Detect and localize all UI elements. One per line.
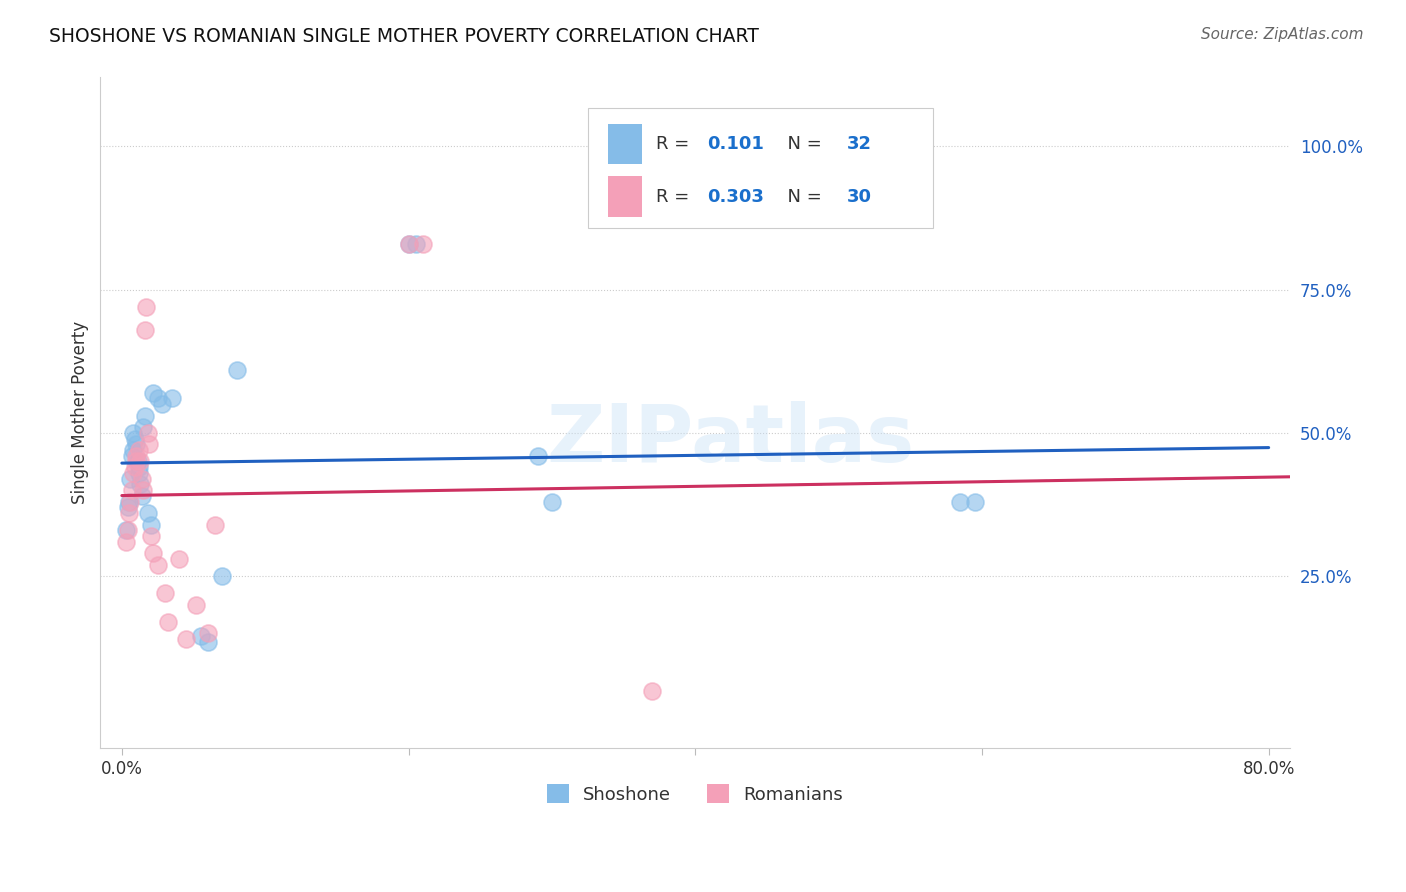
Point <box>146 392 169 406</box>
Text: ZIPatlas: ZIPatlas <box>547 401 915 479</box>
Point <box>526 449 548 463</box>
Point <box>122 466 145 480</box>
Point <box>125 437 148 451</box>
FancyBboxPatch shape <box>609 177 641 217</box>
Point <box>412 236 434 251</box>
Point <box>118 506 141 520</box>
Point <box>197 635 219 649</box>
FancyBboxPatch shape <box>588 108 934 228</box>
Text: 30: 30 <box>846 187 872 205</box>
Point <box>949 494 972 508</box>
Point <box>225 363 247 377</box>
Point <box>115 523 138 537</box>
Point <box>405 236 427 251</box>
Point <box>127 454 149 468</box>
Point <box>156 615 179 629</box>
Text: N =: N = <box>776 187 828 205</box>
Point <box>139 529 162 543</box>
Point <box>122 442 145 457</box>
Point <box>135 300 157 314</box>
Point <box>125 449 148 463</box>
Point <box>128 460 150 475</box>
Point <box>197 626 219 640</box>
Point <box>186 598 208 612</box>
Point <box>139 517 162 532</box>
Point <box>176 632 198 647</box>
Text: 32: 32 <box>846 135 872 153</box>
Point <box>132 483 155 497</box>
Point <box>398 236 420 251</box>
Text: R =: R = <box>657 187 695 205</box>
Point <box>138 437 160 451</box>
Point <box>121 483 143 497</box>
Point <box>131 472 153 486</box>
Y-axis label: Single Mother Poverty: Single Mother Poverty <box>72 321 89 504</box>
Point <box>142 385 165 400</box>
Point <box>129 454 152 468</box>
Text: SHOSHONE VS ROMANIAN SINGLE MOTHER POVERTY CORRELATION CHART: SHOSHONE VS ROMANIAN SINGLE MOTHER POVER… <box>49 27 759 45</box>
Point <box>136 506 159 520</box>
Point <box>142 546 165 560</box>
Point <box>134 323 156 337</box>
Point <box>146 558 169 572</box>
Point <box>125 454 148 468</box>
Point <box>124 432 146 446</box>
Point <box>398 236 420 251</box>
Point <box>132 420 155 434</box>
Point <box>131 489 153 503</box>
Point <box>120 494 142 508</box>
Text: Source: ZipAtlas.com: Source: ZipAtlas.com <box>1201 27 1364 42</box>
FancyBboxPatch shape <box>609 124 641 164</box>
Point <box>641 683 664 698</box>
Point <box>115 534 138 549</box>
Point <box>121 449 143 463</box>
Point <box>122 425 145 440</box>
Point <box>118 494 141 508</box>
Point <box>134 409 156 423</box>
Point <box>136 425 159 440</box>
Point <box>128 466 150 480</box>
Point <box>150 397 173 411</box>
Point <box>153 586 176 600</box>
Text: R =: R = <box>657 135 695 153</box>
Point <box>211 569 233 583</box>
Text: 0.101: 0.101 <box>707 135 763 153</box>
Point <box>117 523 139 537</box>
Point <box>128 442 150 457</box>
Point <box>167 552 190 566</box>
Point <box>541 494 564 508</box>
Text: N =: N = <box>776 135 828 153</box>
Legend: Shoshone, Romanians: Shoshone, Romanians <box>538 775 852 813</box>
Point <box>117 500 139 515</box>
Point <box>129 477 152 491</box>
Text: 0.303: 0.303 <box>707 187 763 205</box>
Point <box>963 494 986 508</box>
Point <box>120 472 142 486</box>
Point <box>204 517 226 532</box>
Point <box>190 629 212 643</box>
Point <box>160 392 183 406</box>
Point <box>124 460 146 475</box>
